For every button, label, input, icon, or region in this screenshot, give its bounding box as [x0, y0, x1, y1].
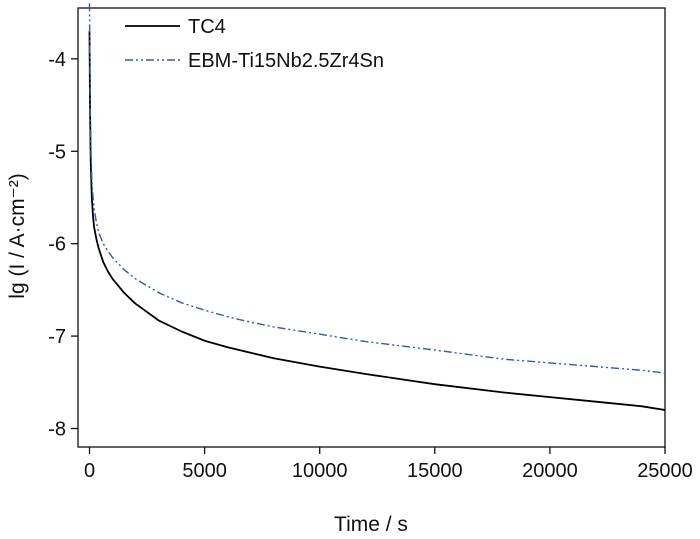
y-tick-label: -8 — [48, 419, 66, 441]
x-axis-title: Time / s — [334, 513, 408, 536]
x-tick-label: 15000 — [407, 460, 463, 482]
x-tick-label: 20000 — [522, 460, 578, 482]
y-tick-label: -4 — [48, 49, 66, 71]
legend-label-tc4: TC4 — [188, 16, 226, 38]
series-line-0 — [88, 31, 666, 411]
series-layer — [88, 3, 666, 411]
y-tick-label: -7 — [48, 326, 66, 348]
y-tick-label: -6 — [48, 234, 66, 256]
x-tick-label: 0 — [84, 460, 95, 482]
plot-frame — [77, 7, 666, 448]
x-tick-label: 10000 — [292, 460, 348, 482]
legend: TC4 EBM-Ti15Nb2.5Zr4Sn — [125, 16, 384, 72]
legend-label-ebm: EBM-Ti15Nb2.5Zr4Sn — [188, 50, 384, 72]
series-line-1 — [88, 3, 666, 374]
x-tick-label: 25000 — [637, 460, 693, 482]
x-tick-label: 5000 — [182, 460, 227, 482]
y-axis-title: lg (I / A·cm⁻²) — [6, 173, 29, 298]
y-tick-label: -5 — [48, 141, 66, 163]
ticks-layer: 0 5000 10000 15000 20000 25000 -8 -7 -6 -5 -4 — [48, 49, 693, 482]
